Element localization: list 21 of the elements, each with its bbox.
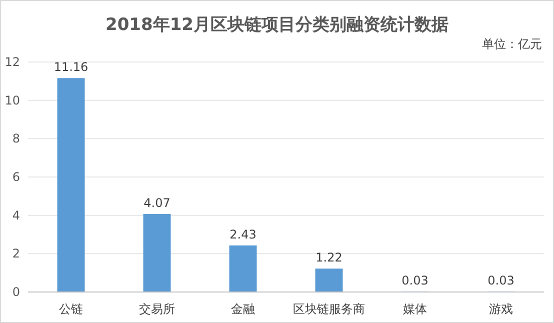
data-label: 4.07 [144, 196, 170, 210]
text: 单位：亿元 [482, 37, 542, 51]
y-tick-label: 10 [4, 93, 20, 108]
data-label: 2.43 [230, 227, 256, 242]
y-tick-label: 6 [12, 170, 20, 184]
x-tick-label: 金融 [231, 302, 255, 316]
y-tick-label: 12 [4, 55, 20, 69]
data-label: 0.03 [402, 273, 428, 288]
y-tick-label: 8 [12, 132, 20, 146]
y-tick-label: 0 [12, 285, 20, 299]
x-tick-label: 公链 [59, 302, 83, 316]
x-tick-label: 区块链服务商 [293, 302, 365, 316]
x-tick-label: 媒体 [403, 302, 427, 316]
y-tick-label: 4 [12, 208, 20, 222]
y-tick-label: 2 [12, 246, 20, 261]
chart-title: 2018年12月区块链项目分类别融资统计数据 [106, 15, 448, 35]
data-label: 0.03 [488, 273, 514, 288]
data-label: 11.16 [54, 60, 88, 74]
x-tick-label: 游戏 [489, 302, 513, 316]
x-tick-label: 交易所 [139, 302, 175, 316]
data-label: 1.22 [316, 250, 342, 265]
